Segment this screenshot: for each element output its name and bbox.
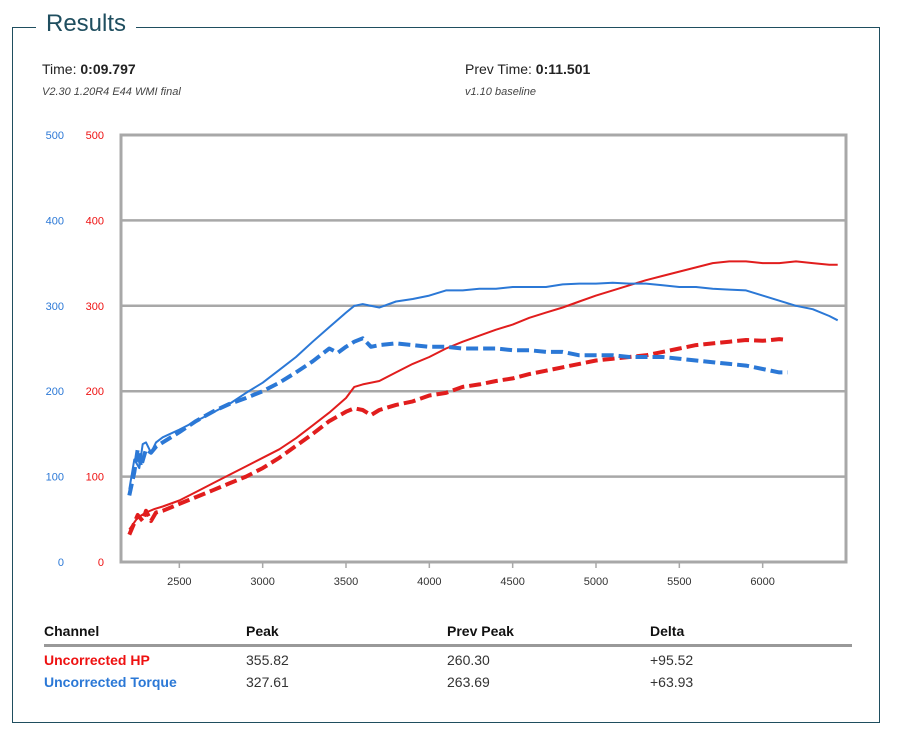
series-line-uncorrected-torque — [128, 281, 839, 490]
x-tick-label: 6000 — [750, 576, 774, 588]
y-tick-label-torque: 0 — [58, 557, 64, 569]
y-tick-label-torque: 100 — [46, 472, 64, 484]
header-prev-peak: Prev Peak — [447, 623, 514, 639]
plot-frame — [119, 133, 848, 564]
header-delta: Delta — [650, 623, 685, 639]
y-tick-label-hp: 0 — [98, 557, 104, 569]
row-hp-peak: 355.82 — [246, 652, 289, 668]
row-torque-channel: Uncorrected Torque — [44, 674, 177, 690]
y-tick-label-hp: 400 — [86, 215, 104, 227]
x-tick-label: 4000 — [417, 576, 441, 588]
previous-time: Prev Time: 0:11.501 — [465, 61, 590, 77]
results-panel — [12, 27, 880, 723]
series-line-prev-uncorrected-torque — [127, 336, 788, 496]
row-torque-peak: 327.61 — [246, 674, 289, 690]
row-torque-prev-peak: 263.69 — [447, 674, 490, 690]
x-tick-label: 5500 — [667, 576, 691, 588]
row-hp-delta: +95.52 — [650, 652, 694, 668]
y-tick-label-torque: 500 — [46, 130, 64, 142]
x-tick-label: 5000 — [584, 576, 608, 588]
y-tick-label-torque: 200 — [46, 386, 64, 398]
y-tick-label-hp: 500 — [86, 130, 104, 142]
previous-time-value: 0:11.501 — [535, 61, 591, 77]
previous-time-label: Prev Time: — [465, 61, 532, 77]
row-hp-prev-peak: 260.30 — [447, 652, 490, 668]
y-tick-label-hp: 200 — [86, 386, 104, 398]
y-tick-label-hp: 100 — [86, 472, 104, 484]
x-tick-label: 2500 — [167, 576, 191, 588]
row-torque-delta: +63.93 — [650, 674, 694, 690]
header-channel: Channel — [44, 623, 100, 639]
current-time-label: Time: — [42, 61, 77, 77]
series-line-prev-uncorrected-hp — [127, 337, 788, 536]
x-tick-label: 4500 — [500, 576, 524, 588]
dyno-chart: 0 0 100 100 200 200 300 300 400 400 500 500 2500 3000… — [46, 130, 848, 588]
y-tick-label-torque: 400 — [46, 215, 64, 227]
header-peak: Peak — [246, 623, 279, 639]
row-hp-channel: Uncorrected HP — [44, 652, 150, 668]
x-tick-label: 3500 — [334, 576, 358, 588]
current-time-value: 0:09.797 — [80, 61, 136, 77]
series-line-uncorrected-hp — [128, 260, 838, 531]
y-tick-label-torque: 300 — [46, 301, 64, 313]
previous-run-description: v1.10 baseline — [465, 86, 536, 98]
results-title: Results — [36, 10, 137, 38]
current-run-description: V2.30 1.20R4 E44 WMI final — [42, 86, 181, 98]
y-tick-label-hp: 300 — [86, 301, 104, 313]
x-tick-label: 3000 — [250, 576, 274, 588]
table-header: Channel Peak Prev Peak Delta — [44, 622, 852, 647]
current-time: Time: 0:09.797 — [42, 61, 136, 77]
